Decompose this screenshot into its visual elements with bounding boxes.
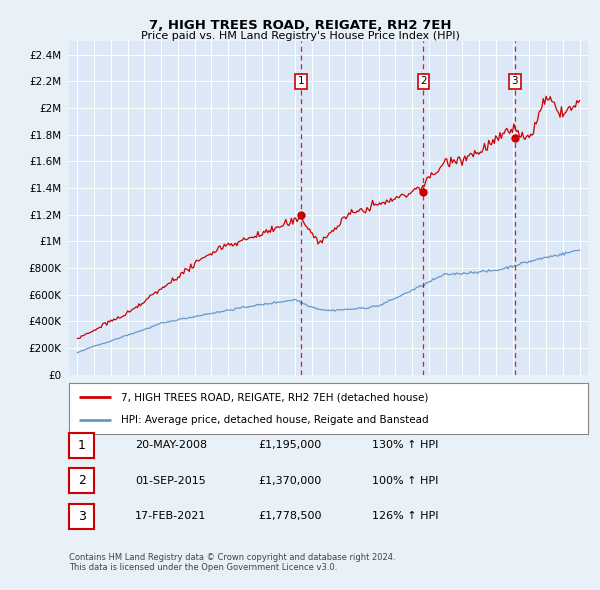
Text: 7, HIGH TREES ROAD, REIGATE, RH2 7EH (detached house): 7, HIGH TREES ROAD, REIGATE, RH2 7EH (de… bbox=[121, 392, 428, 402]
Text: 2: 2 bbox=[420, 76, 427, 86]
Text: 01-SEP-2015: 01-SEP-2015 bbox=[135, 476, 206, 486]
Text: This data is licensed under the Open Government Licence v3.0.: This data is licensed under the Open Gov… bbox=[69, 563, 337, 572]
Text: 20-MAY-2008: 20-MAY-2008 bbox=[135, 441, 207, 450]
Text: 100% ↑ HPI: 100% ↑ HPI bbox=[372, 476, 439, 486]
Text: 2: 2 bbox=[77, 474, 86, 487]
Text: Contains HM Land Registry data © Crown copyright and database right 2024.: Contains HM Land Registry data © Crown c… bbox=[69, 553, 395, 562]
Text: 7, HIGH TREES ROAD, REIGATE, RH2 7EH: 7, HIGH TREES ROAD, REIGATE, RH2 7EH bbox=[149, 19, 451, 32]
Text: 1: 1 bbox=[77, 439, 86, 452]
Text: 130% ↑ HPI: 130% ↑ HPI bbox=[372, 441, 439, 450]
Text: 3: 3 bbox=[511, 76, 518, 86]
Text: 126% ↑ HPI: 126% ↑ HPI bbox=[372, 512, 439, 521]
Text: Price paid vs. HM Land Registry's House Price Index (HPI): Price paid vs. HM Land Registry's House … bbox=[140, 31, 460, 41]
Text: HPI: Average price, detached house, Reigate and Banstead: HPI: Average price, detached house, Reig… bbox=[121, 415, 428, 425]
Text: £1,195,000: £1,195,000 bbox=[258, 441, 321, 450]
Text: £1,778,500: £1,778,500 bbox=[258, 512, 322, 521]
Text: £1,370,000: £1,370,000 bbox=[258, 476, 321, 486]
Text: 1: 1 bbox=[298, 76, 305, 86]
Text: 3: 3 bbox=[77, 510, 86, 523]
Text: 17-FEB-2021: 17-FEB-2021 bbox=[135, 512, 206, 521]
